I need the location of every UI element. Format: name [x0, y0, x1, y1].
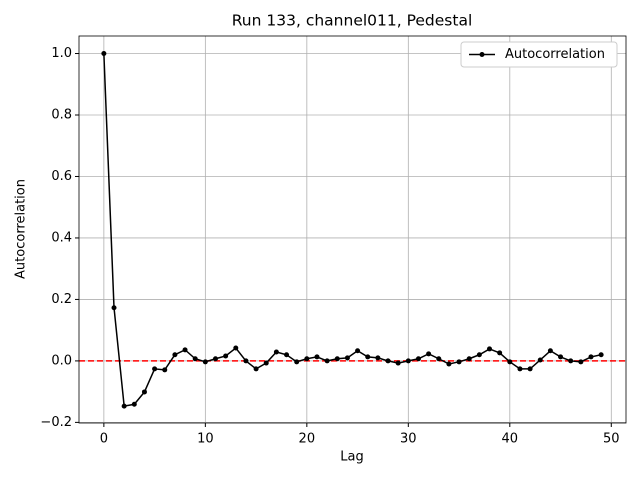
data-point	[415, 356, 421, 362]
data-point	[547, 348, 553, 354]
x-axis-label: Lag	[340, 450, 363, 465]
data-point	[588, 354, 594, 360]
y-tick-label: −0.2	[40, 415, 72, 430]
legend-label: Autocorrelation	[505, 47, 605, 62]
data-point	[568, 358, 574, 364]
data-point	[527, 366, 533, 372]
data-point	[598, 352, 604, 358]
data-point	[243, 358, 249, 364]
data-point	[111, 305, 117, 311]
data-point	[273, 349, 279, 355]
data-point	[192, 356, 198, 362]
data-point	[162, 367, 168, 373]
y-tick-label: 0.2	[51, 292, 72, 307]
data-point	[223, 353, 229, 359]
data-point	[141, 389, 147, 395]
x-tick-label: 20	[299, 432, 316, 447]
data-point	[476, 352, 482, 358]
y-axis-label: Autocorrelation	[14, 179, 29, 279]
data-point	[558, 354, 564, 360]
x-tick-label: 30	[400, 432, 417, 447]
x-tick-label: 50	[603, 432, 620, 447]
x-tick-label: 40	[502, 432, 519, 447]
data-point	[436, 356, 442, 362]
data-point	[517, 366, 523, 372]
data-point	[182, 347, 188, 353]
data-point	[304, 356, 310, 362]
data-point	[507, 359, 513, 365]
data-point	[487, 346, 493, 352]
data-point	[152, 366, 158, 372]
data-point	[344, 355, 350, 361]
data-point	[233, 345, 239, 351]
data-point	[466, 356, 472, 362]
data-point	[365, 354, 371, 360]
data-point	[456, 359, 462, 365]
data-point	[385, 358, 391, 364]
data-point	[334, 356, 340, 362]
data-point	[294, 359, 300, 365]
data-point	[578, 359, 584, 365]
series-line	[103, 53, 602, 407]
legend-marker	[479, 52, 485, 57]
data-point	[253, 366, 259, 372]
data-point	[314, 354, 320, 360]
data-point	[263, 360, 269, 366]
legend-box	[460, 41, 618, 68]
x-tick-label: 0	[100, 432, 108, 447]
y-tick-label: 0.6	[51, 169, 72, 184]
data-point	[375, 355, 381, 361]
data-point	[446, 361, 452, 367]
data-point	[426, 351, 432, 357]
x-tick-label: 10	[197, 432, 214, 447]
y-tick-label: 0.4	[51, 230, 72, 245]
data-point	[101, 51, 107, 57]
data-point	[324, 358, 330, 364]
y-tick-label: 0.8	[51, 107, 72, 122]
data-point	[284, 352, 290, 358]
y-tick-label: 1.0	[51, 46, 72, 61]
data-point	[497, 350, 503, 356]
data-point	[172, 352, 178, 358]
chart-title: Run 133, channel011, Pedestal	[232, 12, 473, 30]
y-tick-label: 0.0	[51, 353, 72, 368]
data-point	[537, 357, 543, 363]
data-point	[355, 348, 361, 354]
data-point	[212, 356, 218, 362]
plot-frame	[78, 35, 627, 424]
data-point	[405, 358, 411, 364]
data-point	[131, 401, 137, 407]
data-point	[395, 360, 401, 366]
data-point	[202, 359, 208, 365]
data-point	[121, 403, 127, 409]
